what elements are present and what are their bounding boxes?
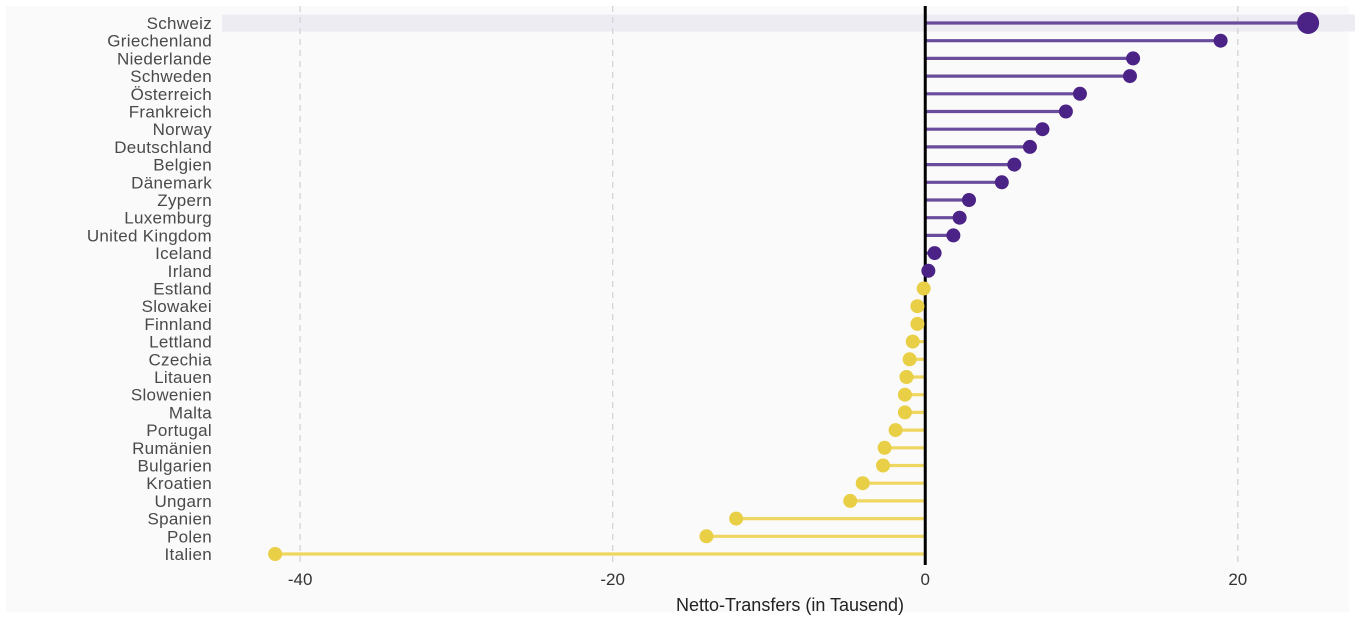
category-label: Luxemburg	[124, 209, 212, 228]
dot	[961, 193, 976, 207]
dot	[905, 334, 920, 349]
category-label: Niederlande	[117, 49, 212, 68]
dot	[876, 458, 891, 473]
category-label: Lettland	[149, 333, 212, 352]
dot	[902, 352, 917, 367]
dot	[899, 370, 914, 384]
dot	[699, 529, 714, 544]
category-label: Frankreich	[129, 103, 212, 122]
category-label: Norway	[153, 120, 213, 139]
x-tick-labels: -40 -20 0 20	[288, 570, 1247, 589]
category-labels: SchweizGriechenlandNiederlandeSchwedenÖs…	[87, 14, 212, 564]
category-label: Portugal	[146, 421, 212, 440]
dot	[1072, 86, 1087, 101]
dot	[1126, 51, 1141, 66]
category-label: Belgien	[153, 156, 212, 175]
dot	[729, 511, 744, 526]
category-label: Polen	[167, 527, 212, 546]
category-label: Estland	[153, 280, 212, 299]
category-label: Deutschland	[114, 138, 212, 157]
grid-lines	[299, 6, 1239, 565]
dot	[1022, 139, 1037, 154]
category-label: Bulgarien	[137, 457, 212, 476]
dots	[268, 12, 1320, 561]
dot	[952, 210, 967, 225]
dot	[916, 281, 931, 296]
dot	[946, 228, 961, 243]
x-tick-label: -40	[288, 570, 313, 589]
dot	[843, 493, 858, 508]
category-label: Czechia	[148, 350, 212, 369]
dot	[877, 440, 892, 455]
category-label: Slowenien	[131, 386, 212, 405]
dot	[910, 299, 925, 314]
category-label: Griechenland	[107, 32, 212, 51]
category-label: Iceland	[155, 244, 212, 263]
category-label: Zypern	[157, 191, 212, 210]
category-label: Finnland	[144, 315, 212, 334]
dot	[1213, 33, 1228, 48]
category-label: Kroatien	[146, 474, 212, 493]
category-label: Slowakei	[142, 297, 212, 316]
category-label: Schweiz	[147, 14, 212, 33]
dot	[921, 263, 936, 278]
category-label: Schweden	[130, 67, 212, 86]
category-label: Ungarn	[154, 492, 212, 511]
category-label: Italien	[165, 545, 212, 564]
category-label: Malta	[169, 403, 212, 422]
category-label: Irland	[168, 262, 212, 281]
dot	[910, 316, 925, 331]
dot	[1058, 104, 1073, 119]
category-label: Rumänien	[132, 439, 212, 458]
dot	[855, 476, 870, 491]
x-tick-label: 20	[1228, 570, 1247, 589]
panel-background	[6, 6, 1349, 612]
category-label: Spanien	[148, 510, 213, 529]
x-tick-label: -20	[600, 570, 625, 589]
x-tick-label: 0	[921, 570, 930, 589]
dot	[994, 175, 1009, 190]
x-axis-title: Netto-Transfers (in Tausend)	[676, 595, 904, 615]
dot	[927, 246, 942, 261]
category-label: Litauen	[154, 368, 212, 387]
dot	[1122, 69, 1137, 84]
category-label: Österreich	[131, 85, 212, 104]
category-label: United Kingdom	[87, 226, 212, 245]
dot	[1007, 157, 1022, 172]
dot	[897, 405, 912, 420]
dot	[888, 423, 903, 438]
highlight-band	[222, 14, 1355, 32]
dot	[1035, 122, 1050, 137]
dot	[897, 387, 912, 402]
category-label: Dänemark	[131, 173, 212, 192]
dot	[1297, 12, 1320, 34]
dot	[268, 547, 283, 561]
